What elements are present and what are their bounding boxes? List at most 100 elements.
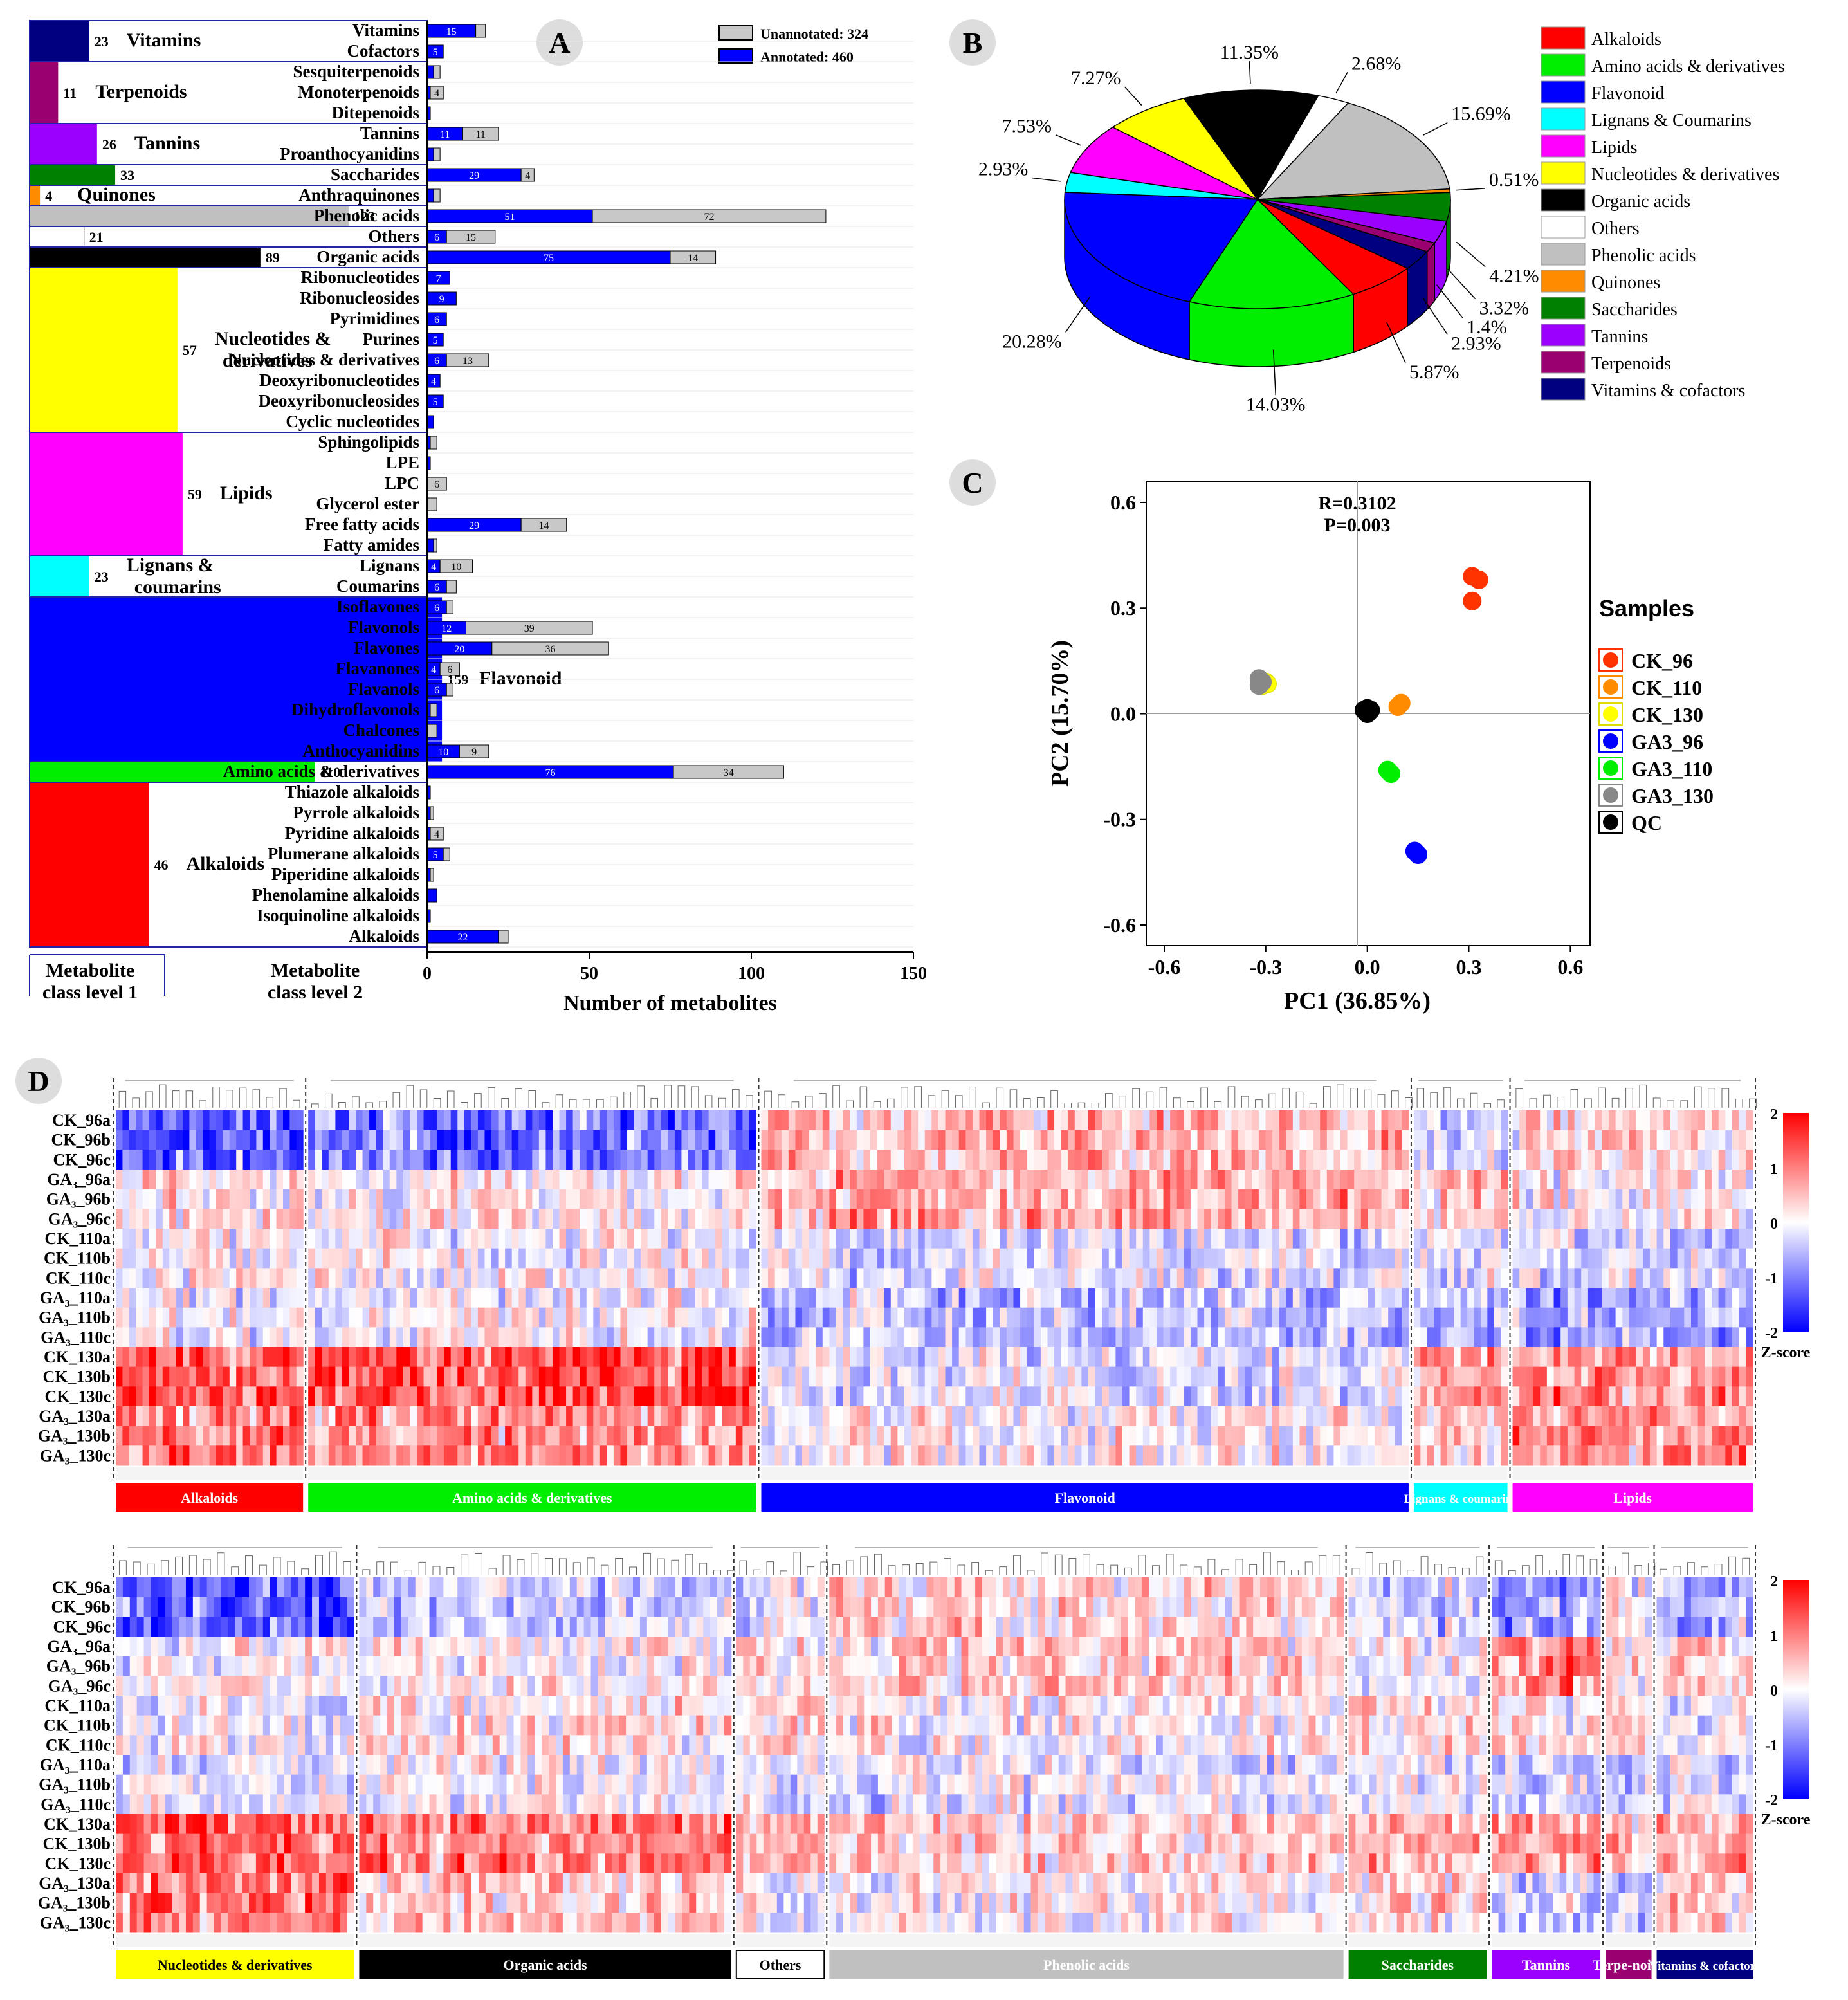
dendrogram-branch [886, 1098, 895, 1108]
heatmap-cell [708, 1327, 716, 1348]
heatmap-cell [389, 1268, 397, 1289]
heatmap-cell [634, 1110, 641, 1131]
heatmap-cell [1006, 1209, 1014, 1229]
heatmap-cell [1006, 1307, 1014, 1328]
heatmap-cell [1088, 1209, 1096, 1229]
heatmap-row-label: GA₃_130a [39, 1874, 111, 1893]
heatmap-cell [396, 1189, 404, 1209]
heatmap-cell [403, 1189, 410, 1209]
heatmap-cell [1326, 1366, 1334, 1387]
heatmap-cell [1656, 1445, 1664, 1466]
column-ticks-zone [308, 1467, 756, 1480]
heatmap-cell [938, 1268, 946, 1289]
heatmap-cell [782, 1130, 789, 1150]
dendrogram-branch [623, 1091, 631, 1108]
heatmap-cell [129, 1327, 136, 1348]
heatmap-cell [1122, 1170, 1130, 1190]
heatmap-cell [322, 1347, 329, 1368]
heatmap-cell [1705, 1150, 1712, 1170]
heatmap-cell [742, 1426, 750, 1446]
heatmap-cell [1054, 1366, 1062, 1387]
heatmap-cell [972, 1229, 980, 1249]
heatmap-cell [1595, 1426, 1602, 1446]
heatmap-cell [1238, 1347, 1246, 1368]
heatmap-cell [1595, 1189, 1602, 1209]
heatmap-cell [870, 1110, 878, 1131]
heatmap-cell [129, 1189, 136, 1209]
heatmap-cell [1587, 1445, 1596, 1466]
heatmap-cell [457, 1189, 465, 1209]
heatmap-cell [1292, 1150, 1300, 1170]
heatmap-cell [464, 1445, 471, 1466]
heatmap-cell [289, 1406, 297, 1427]
heatmap-cell [1102, 1189, 1110, 1209]
heatmap-cell [1197, 1110, 1205, 1131]
dendrogram-branch [1173, 1097, 1181, 1108]
heatmap-cell [586, 1209, 594, 1229]
heatmap-cell [761, 1170, 769, 1190]
heatmap-cell [1061, 1445, 1068, 1466]
heatmap-cell [1608, 1130, 1616, 1150]
heatmap-cell [1279, 1248, 1286, 1269]
heatmap-cell [613, 1268, 621, 1289]
dendrogram-branch [1009, 1089, 1018, 1108]
heatmap-cell [1354, 1307, 1362, 1328]
heatmap-cell [1265, 1170, 1273, 1190]
heatmap-cell [282, 1110, 290, 1131]
heatmap-cell [1494, 1170, 1501, 1190]
heatmap-cell [1413, 1209, 1421, 1229]
heatmap-cell [1122, 1366, 1130, 1387]
heatmap-cell [1440, 1268, 1448, 1289]
heatmap-cell [410, 1130, 417, 1150]
heatmap-cell [1395, 1406, 1402, 1427]
heatmap-cell [1074, 1347, 1082, 1368]
bar-annotated [426, 65, 434, 79]
heatmap-cell [1494, 1130, 1501, 1150]
heatmap-cell [634, 1426, 641, 1446]
heatmap-cell [856, 1209, 864, 1229]
heatmap-cell [410, 1327, 417, 1348]
heatmap-cell [829, 1307, 837, 1328]
heatmap-cell [1368, 1366, 1375, 1387]
heatmap-cell [702, 1209, 709, 1229]
heatmap-cell [1739, 1229, 1746, 1249]
heatmap-cell [182, 1189, 190, 1209]
heatmap-cell [1732, 1327, 1740, 1348]
heatmap-cell [1333, 1327, 1341, 1348]
heatmap-cell [1388, 1327, 1396, 1348]
heatmap-cell [1374, 1288, 1382, 1308]
heatmap-cell [1395, 1307, 1402, 1328]
heatmap-cell [972, 1209, 980, 1229]
heatmap-cell [1697, 1426, 1705, 1446]
heatmap-cell [1095, 1209, 1102, 1229]
bar-unannotated [430, 86, 444, 100]
heatmap-cell [1054, 1268, 1062, 1289]
heatmap-cell [229, 1445, 237, 1466]
heatmap-cell [993, 1307, 1000, 1328]
heatmap-cell [1374, 1150, 1382, 1170]
heatmap-cell [376, 1170, 383, 1190]
heatmap-cell [870, 1366, 878, 1387]
heatmap-cell [189, 1327, 197, 1348]
heatmap-cell [1388, 1445, 1396, 1466]
heatmap-cell [196, 1110, 203, 1131]
heatmap-cell [1526, 1229, 1534, 1249]
heatmap-cell [1163, 1248, 1171, 1269]
heatmap-cell [1718, 1170, 1726, 1190]
heatmap-cell [986, 1386, 994, 1407]
pie-leader-line [1456, 188, 1485, 191]
heatmap-cell [471, 1406, 479, 1427]
heatmap-cell [843, 1386, 850, 1407]
heatmap-cell [566, 1426, 574, 1446]
heatmap-cell [1413, 1386, 1421, 1407]
heatmap-cell [383, 1170, 390, 1190]
heatmap-cell [802, 1307, 810, 1328]
heatmap-cell [1494, 1406, 1501, 1427]
heatmap-cell [1697, 1268, 1705, 1289]
heatmap-cell [328, 1307, 336, 1328]
heatmap-cell [1512, 1130, 1520, 1150]
heatmap-cell [1238, 1366, 1246, 1387]
heatmap-cell [863, 1130, 871, 1150]
heatmap-cell [1739, 1386, 1746, 1407]
heatmap-cell [572, 1327, 580, 1348]
